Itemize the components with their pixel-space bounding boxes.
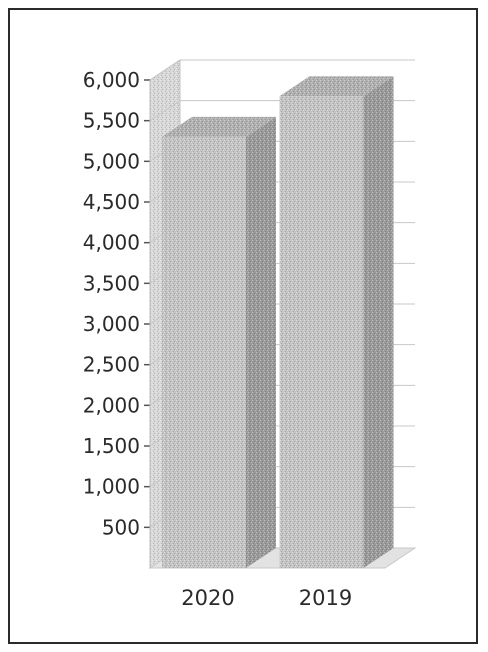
y-tick-label: 1,000 bbox=[83, 475, 140, 499]
bar-front-texture bbox=[162, 136, 246, 568]
y-tick-label: 3,000 bbox=[83, 312, 140, 336]
bar-top-texture bbox=[279, 76, 394, 97]
bar-front-texture bbox=[279, 96, 364, 569]
x-tick-label: 2019 bbox=[299, 586, 352, 610]
gridline bbox=[149, 59, 415, 81]
y-tick-label: 4,000 bbox=[83, 231, 140, 255]
x-axis: 2020 2019 bbox=[181, 586, 352, 610]
y-tick-label: 3,500 bbox=[83, 271, 140, 295]
y-tick-label: 6,000 bbox=[83, 68, 140, 92]
bar-side-texture bbox=[363, 76, 394, 569]
bar-2020 bbox=[162, 116, 276, 568]
bar-2019 bbox=[279, 76, 394, 569]
y-tick-label: 4,500 bbox=[83, 190, 140, 214]
y-tick-label: 1,500 bbox=[83, 434, 140, 458]
y-tick-label: 5,500 bbox=[83, 109, 140, 133]
y-axis: 500 1,000 1,500 2,000 2,500 3,000 3,500 4,000 4,… bbox=[83, 68, 151, 568]
y-tick-label: 500 bbox=[102, 515, 140, 539]
bar-side-texture bbox=[246, 116, 276, 568]
y-tick-label: 2,000 bbox=[83, 393, 140, 417]
x-tick-label: 2020 bbox=[181, 586, 234, 610]
y-tick-label: 2,500 bbox=[83, 353, 140, 377]
bars bbox=[162, 76, 394, 569]
y-tick-label: 5,000 bbox=[83, 149, 140, 173]
bar-top-texture bbox=[162, 116, 276, 137]
